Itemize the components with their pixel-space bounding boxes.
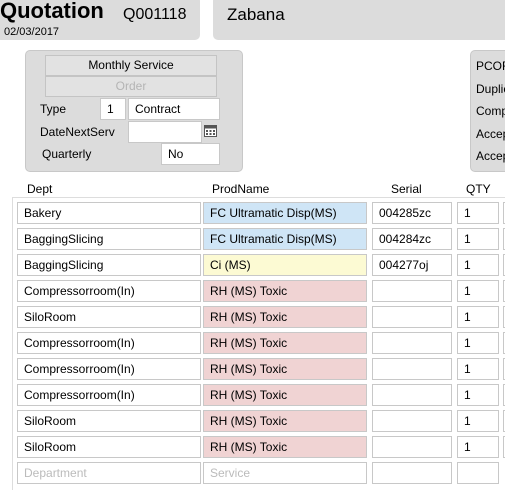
dept-input[interactable]: Compressorroom(In) — [17, 280, 201, 302]
dept-input[interactable]: BaggingSlicing — [17, 228, 201, 250]
product-input[interactable]: RH (MS) Toxic — [203, 410, 367, 432]
qty-input[interactable]: 1 — [457, 436, 499, 458]
qty-input[interactable]: 1 — [457, 384, 499, 406]
customer: Zabana — [227, 5, 285, 24]
product-input[interactable]: Ci (MS) — [203, 254, 367, 276]
header-rule — [12, 197, 505, 198]
monthly-service-button[interactable]: Monthly Service — [45, 55, 217, 76]
serial-input[interactable] — [372, 306, 452, 328]
side-label: Duplic — [476, 81, 505, 96]
qty-input[interactable]: 1 — [457, 202, 499, 224]
extra-input[interactable] — [503, 228, 505, 250]
side-label: Comp — [476, 104, 505, 118]
serial-input[interactable] — [372, 358, 452, 380]
title-box — [0, 0, 200, 40]
qty-input[interactable]: 1 — [457, 254, 499, 276]
dept-input[interactable]: Compressorroom(In) — [17, 332, 201, 354]
field-label: DateNextServ — [40, 125, 115, 139]
type-value[interactable]: Contract — [128, 98, 220, 120]
product-input[interactable]: RH (MS) Toxic — [203, 384, 367, 406]
customer-box — [213, 0, 505, 40]
product-input[interactable]: RH (MS) Toxic — [203, 280, 367, 302]
column-header: Serial — [391, 182, 422, 196]
qty-input[interactable]: 1 — [457, 228, 499, 250]
serial-input[interactable] — [372, 436, 452, 458]
dept-input[interactable]: SiloRoom — [17, 306, 201, 328]
qty-input[interactable]: 1 — [457, 410, 499, 432]
dept-placeholder[interactable]: Department — [17, 462, 201, 484]
date-input[interactable] — [128, 121, 202, 143]
quote-date: 02/03/2017 — [4, 26, 60, 38]
dept-input[interactable]: SiloRoom — [17, 436, 201, 458]
qty-input[interactable]: 1 — [457, 280, 499, 302]
extra-input[interactable] — [503, 306, 505, 328]
qty-input[interactable]: 1 — [457, 332, 499, 354]
serial-input[interactable]: 004284zc — [372, 228, 452, 250]
extra-input[interactable] — [503, 332, 505, 354]
order-button[interactable]: Order — [45, 76, 217, 97]
quarterly-value[interactable]: No — [161, 143, 220, 165]
quote-number: Q001118 — [123, 6, 187, 23]
qty-input[interactable]: 1 — [457, 306, 499, 328]
extra-input[interactable] — [503, 410, 505, 432]
calendar-icon[interactable] — [204, 125, 217, 137]
qty-input[interactable]: 1 — [457, 358, 499, 380]
table-edge — [12, 197, 13, 490]
extra-input[interactable] — [503, 202, 505, 224]
product-input[interactable]: RH (MS) Toxic — [203, 436, 367, 458]
dept-input[interactable]: Compressorroom(In) — [17, 384, 201, 406]
product-placeholder[interactable]: Service — [203, 462, 367, 484]
dept-input[interactable]: Compressorroom(In) — [17, 358, 201, 380]
column-header: Dept — [27, 182, 53, 196]
extra-input[interactable] — [503, 384, 505, 406]
side-label: Accep — [476, 126, 505, 141]
serial-input[interactable] — [372, 462, 452, 484]
side-label: PCOF — [476, 59, 505, 73]
serial-input[interactable]: 004277oj — [372, 254, 452, 276]
serial-input[interactable]: 004285zc — [372, 202, 452, 224]
dept-input[interactable]: BaggingSlicing — [17, 254, 201, 276]
qty-input[interactable] — [457, 462, 499, 484]
serial-input[interactable] — [372, 280, 452, 302]
serial-input[interactable] — [372, 410, 452, 432]
column-header: ProdName — [212, 182, 270, 196]
dept-input[interactable]: Bakery — [17, 202, 201, 224]
product-input[interactable]: RH (MS) Toxic — [203, 306, 367, 328]
column-header: QTY — [466, 182, 491, 196]
extra-input[interactable] — [503, 280, 505, 302]
product-input[interactable]: RH (MS) Toxic — [203, 332, 367, 354]
field-label: Quarterly — [42, 147, 92, 161]
dept-input[interactable]: SiloRoom — [17, 410, 201, 432]
extra-input[interactable] — [503, 254, 505, 276]
type-code[interactable]: 1 — [100, 98, 126, 120]
extra-input[interactable] — [503, 436, 505, 458]
product-input[interactable]: FC Ultramatic Disp(MS) — [203, 228, 367, 250]
field-label: Type — [40, 102, 67, 116]
side-label: Accep — [476, 149, 505, 163]
serial-input[interactable] — [372, 332, 452, 354]
side-panel — [470, 50, 505, 172]
title: Quotation — [0, 0, 104, 23]
product-input[interactable]: RH (MS) Toxic — [203, 358, 367, 380]
product-input[interactable]: FC Ultramatic Disp(MS) — [203, 202, 367, 224]
serial-input[interactable] — [372, 384, 452, 406]
extra-input[interactable] — [503, 358, 505, 380]
